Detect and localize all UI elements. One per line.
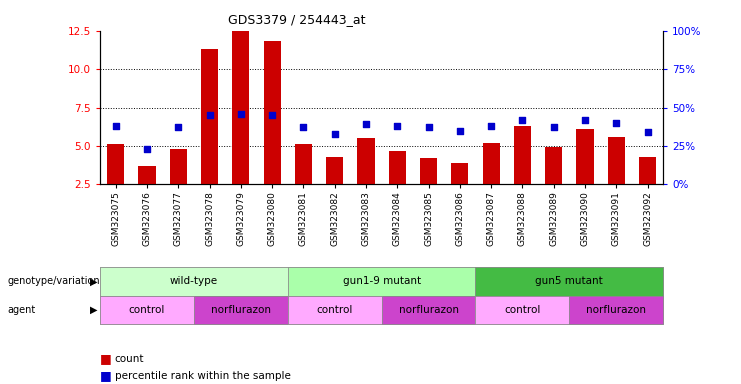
Text: ■: ■ bbox=[100, 369, 112, 382]
Text: percentile rank within the sample: percentile rank within the sample bbox=[115, 371, 290, 381]
Point bbox=[266, 112, 278, 118]
Bar bbox=[100, 296, 194, 324]
Text: gun5 mutant: gun5 mutant bbox=[536, 276, 603, 286]
Point bbox=[548, 124, 559, 131]
Text: norflurazon: norflurazon bbox=[211, 305, 270, 315]
Bar bbox=[482, 143, 499, 223]
Text: ▶: ▶ bbox=[90, 276, 98, 286]
Bar bbox=[389, 151, 406, 223]
Bar bbox=[514, 126, 531, 223]
Point bbox=[235, 111, 247, 117]
Bar bbox=[608, 137, 625, 223]
Point bbox=[173, 124, 185, 131]
Text: gun1-9 mutant: gun1-9 mutant bbox=[342, 276, 421, 286]
Point bbox=[454, 127, 466, 134]
Text: control: control bbox=[316, 305, 353, 315]
Text: genotype/variation: genotype/variation bbox=[7, 276, 100, 286]
Bar bbox=[100, 267, 288, 296]
Bar bbox=[107, 144, 124, 223]
Bar bbox=[476, 267, 663, 296]
Bar bbox=[326, 157, 343, 223]
Text: agent: agent bbox=[7, 305, 36, 315]
Bar bbox=[194, 296, 288, 324]
Bar bbox=[288, 267, 476, 296]
Bar bbox=[357, 138, 375, 223]
Bar bbox=[569, 296, 663, 324]
Text: control: control bbox=[504, 305, 541, 315]
Point bbox=[611, 120, 622, 126]
Text: norflurazon: norflurazon bbox=[399, 305, 459, 315]
Point bbox=[141, 146, 153, 152]
Bar bbox=[545, 147, 562, 223]
Point bbox=[329, 131, 341, 137]
Bar bbox=[420, 158, 437, 223]
Text: norflurazon: norflurazon bbox=[586, 305, 646, 315]
Bar bbox=[576, 129, 594, 223]
Title: GDS3379 / 254443_at: GDS3379 / 254443_at bbox=[228, 13, 366, 26]
Point bbox=[579, 117, 591, 123]
Point bbox=[360, 121, 372, 127]
Point bbox=[297, 124, 309, 131]
Text: ■: ■ bbox=[100, 353, 112, 366]
Text: control: control bbox=[129, 305, 165, 315]
Point bbox=[110, 123, 122, 129]
Point bbox=[422, 124, 434, 131]
Bar bbox=[451, 163, 468, 223]
Bar bbox=[264, 41, 281, 223]
Bar bbox=[232, 31, 250, 223]
Text: ▶: ▶ bbox=[90, 305, 98, 315]
Bar bbox=[201, 49, 218, 223]
Text: count: count bbox=[115, 354, 144, 364]
Text: wild-type: wild-type bbox=[170, 276, 218, 286]
Bar bbox=[288, 296, 382, 324]
Point bbox=[204, 112, 216, 118]
Point bbox=[516, 117, 528, 123]
Bar bbox=[476, 296, 569, 324]
Bar bbox=[139, 166, 156, 223]
Point bbox=[391, 123, 403, 129]
Point bbox=[642, 129, 654, 135]
Bar bbox=[382, 296, 476, 324]
Bar bbox=[295, 144, 312, 223]
Point bbox=[485, 123, 497, 129]
Bar bbox=[170, 149, 187, 223]
Bar bbox=[639, 157, 657, 223]
